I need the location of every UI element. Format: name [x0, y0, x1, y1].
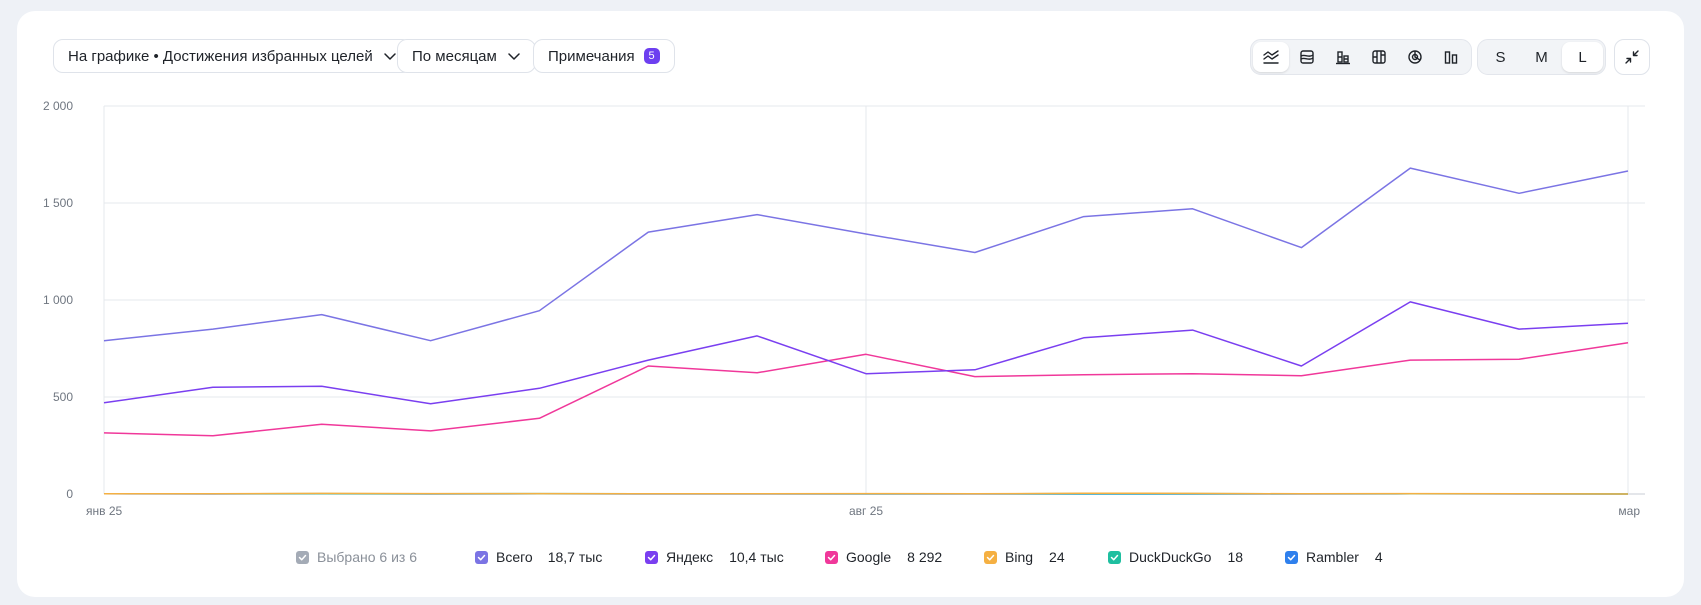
chevron-down-icon	[507, 49, 521, 63]
y-tick-label: 500	[53, 390, 73, 404]
y-tick-label: 1 000	[43, 293, 73, 307]
size-m-button[interactable]: M	[1535, 48, 1548, 66]
legend-item-label: Rambler	[1306, 549, 1359, 565]
legend-item-value: 10,4 тыс	[729, 549, 784, 565]
size-s-button[interactable]: S	[1495, 48, 1506, 66]
legend-item-label: DuckDuckGo	[1129, 549, 1212, 565]
legend-item-label: Bing	[1005, 549, 1034, 565]
series-line-всего	[103, 167, 1629, 342]
checkbox-icon	[645, 550, 658, 564]
legend-item-bing[interactable]: Bing 24	[984, 549, 1065, 565]
notes-button-label: Примечания	[548, 47, 635, 65]
dimension-select-label: На графике • Достижения избранных целей	[68, 47, 373, 65]
legend-item-label: Яндекс	[666, 549, 714, 565]
legend-select-all-label: Выбрано 6 из 6	[317, 549, 417, 565]
collapse-arrows-icon[interactable]	[1614, 39, 1650, 75]
legend-item-value: 24	[1049, 549, 1065, 565]
size-group: S M L	[1477, 39, 1606, 75]
series-line-google	[103, 341, 1629, 437]
chart-type-group	[1250, 39, 1472, 75]
notes-button[interactable]: Примечания 5	[533, 39, 675, 73]
y-tick-label: 1 500	[43, 196, 73, 210]
line-chart: 2 000 1 500 1 000 500 0 янв 25 авг 25 мар	[43, 99, 1645, 518]
chart-type-line-icon[interactable]	[1253, 42, 1289, 72]
checkbox-icon	[1108, 550, 1121, 564]
x-tick-label: авг 25	[849, 504, 883, 518]
legend-item-value: 18	[1227, 549, 1244, 565]
legend-item-value: 4	[1374, 549, 1383, 565]
legend-item-duckduckgo[interactable]: DuckDuckGo 18	[1108, 549, 1243, 565]
series-line-яндекс	[103, 301, 1629, 405]
legend-item-yandex[interactable]: Яндекс 10,4 тыс	[645, 549, 784, 565]
checkbox-icon	[475, 550, 488, 564]
legend-select-all[interactable]: Выбрано 6 из 6	[296, 549, 417, 565]
checkbox-icon	[296, 550, 309, 564]
x-tick-label: янв 25	[86, 504, 123, 518]
legend-item-total[interactable]: Всего 18,7 тыс	[475, 549, 602, 565]
chart-type-bar-stacked-icon[interactable]	[1325, 42, 1361, 72]
chart-type-bar-icon[interactable]	[1433, 42, 1469, 72]
period-select-label: По месяцам	[412, 47, 497, 65]
y-tick-label: 0	[66, 487, 73, 501]
legend-item-value: 8 292	[907, 549, 943, 565]
chart-legend: Выбрано 6 из 6 Всего 18,7 тыс Яндекс 10,…	[0, 549, 1701, 569]
checkbox-icon	[825, 550, 838, 564]
legend-item-label: Google	[846, 549, 892, 565]
series-line-bing	[104, 492, 1629, 495]
size-l-button[interactable]: L	[1562, 42, 1603, 72]
x-tick-label: мар	[1618, 504, 1640, 518]
legend-item-label: Всего	[496, 549, 533, 565]
chart-type-bar-percent-icon[interactable]	[1361, 42, 1397, 72]
chart-type-area-stacked-icon[interactable]	[1289, 42, 1325, 72]
legend-item-google[interactable]: Google 8 292	[825, 549, 942, 565]
y-tick-label: 2 000	[43, 99, 73, 113]
notes-count-badge: 5	[643, 48, 660, 64]
dimension-select[interactable]: На графике • Достижения избранных целей	[53, 39, 412, 73]
legend-item-rambler[interactable]: Rambler 4	[1285, 549, 1383, 565]
checkbox-icon	[984, 550, 997, 564]
checkbox-icon	[1285, 550, 1298, 564]
chart-type-pie-icon[interactable]	[1397, 42, 1433, 72]
legend-item-value: 18,7 тыс	[547, 549, 603, 565]
chevron-down-icon	[383, 49, 397, 63]
